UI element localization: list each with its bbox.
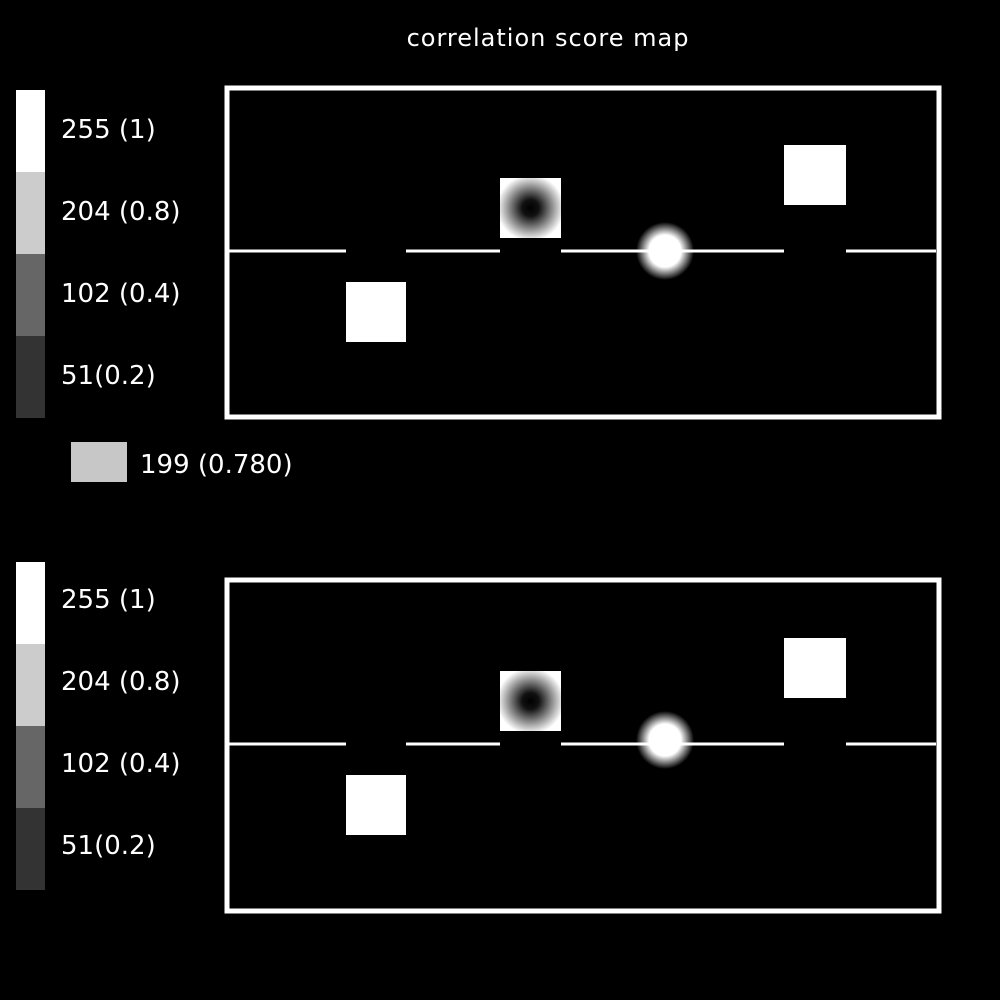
score-square-low <box>346 775 406 835</box>
legend-swatch-102 <box>16 254 45 336</box>
score-square-high <box>784 638 846 698</box>
score-map-panel-bottom <box>224 577 942 914</box>
legend-label-102: 102 (0.4) <box>61 279 181 309</box>
legend-swatch-51 <box>16 808 45 890</box>
legend-label-51: 51(0.2) <box>61 361 156 391</box>
score-peak-blob <box>636 222 694 280</box>
legend-swatch-255 <box>16 90 45 172</box>
score-square-dark-center <box>500 178 561 238</box>
grayscale-legend-bottom <box>16 562 45 890</box>
score-square-high <box>784 145 846 205</box>
legend-label-255: 255 (1) <box>61 585 156 615</box>
score-square-dark-center <box>500 671 561 731</box>
legend-swatch-204 <box>16 172 45 254</box>
legend-label-102: 102 (0.4) <box>61 749 181 779</box>
legend-label-51: 51(0.2) <box>61 831 156 861</box>
legend-swatch-102 <box>16 726 45 808</box>
legend-label-204: 204 (0.8) <box>61 667 181 697</box>
sample-swatch <box>71 442 127 482</box>
score-square-low <box>346 282 406 342</box>
grayscale-legend-top <box>16 90 45 418</box>
legend-swatch-51 <box>16 336 45 418</box>
score-map-panel-top <box>224 85 942 420</box>
map-title: correlation score map <box>406 24 690 52</box>
legend-swatch-204 <box>16 644 45 726</box>
score-peak-blob <box>636 711 694 769</box>
legend-label-255: 255 (1) <box>61 115 156 145</box>
sample-value-label: 199 (0.780) <box>140 450 293 480</box>
legend-swatch-255 <box>16 562 45 644</box>
legend-label-204: 204 (0.8) <box>61 197 181 227</box>
